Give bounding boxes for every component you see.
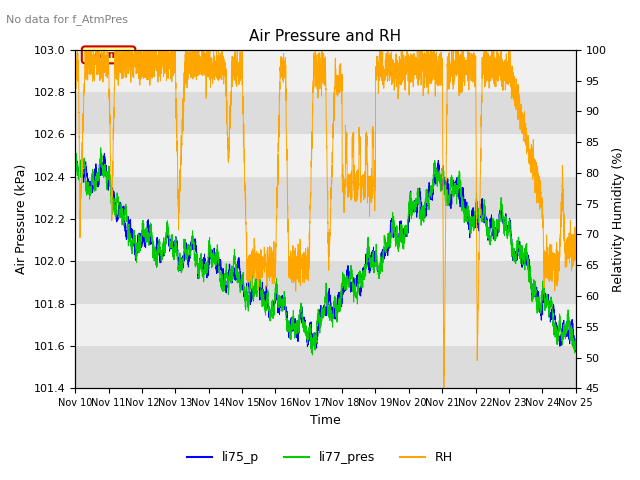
Bar [75, 261, 576, 304]
Bar [75, 346, 576, 388]
Text: No data for f_AtmPres: No data for f_AtmPres [6, 14, 129, 25]
Bar [75, 134, 576, 177]
Title: Air Pressure and RH: Air Pressure and RH [250, 29, 401, 44]
Bar [75, 219, 576, 261]
Legend: li75_p, li77_pres, RH: li75_p, li77_pres, RH [182, 446, 458, 469]
Bar [75, 50, 576, 92]
Y-axis label: Relativity Humidity (%): Relativity Humidity (%) [612, 146, 625, 291]
Bar [75, 177, 576, 219]
Bar [75, 92, 576, 134]
Text: BA_met: BA_met [85, 50, 132, 60]
Y-axis label: Air Pressure (kPa): Air Pressure (kPa) [15, 164, 28, 274]
Bar [75, 304, 576, 346]
X-axis label: Time: Time [310, 414, 341, 427]
